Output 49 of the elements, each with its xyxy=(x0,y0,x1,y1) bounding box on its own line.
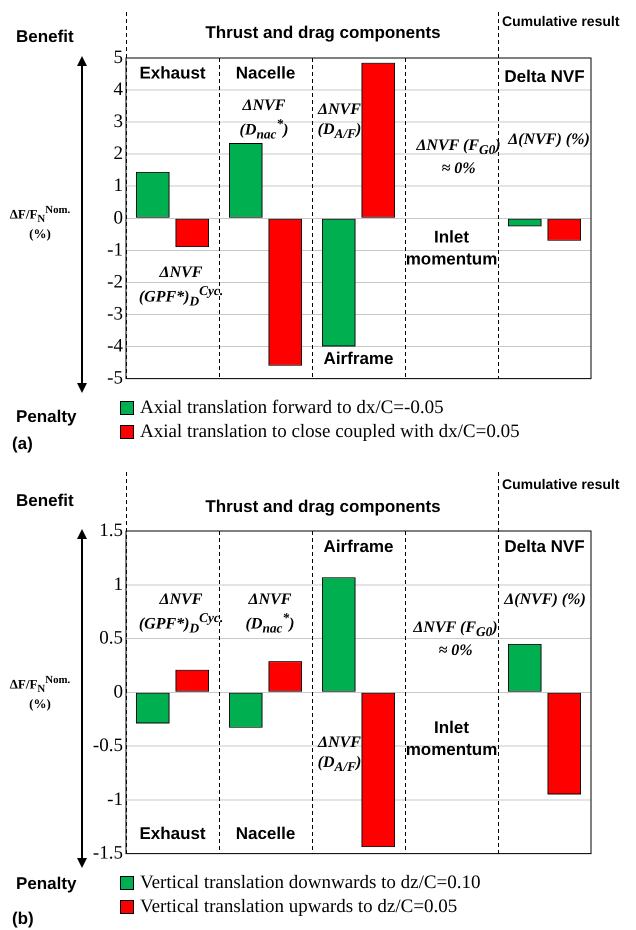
legend-label: Vertical translation downwards to dz/C=0.10 xyxy=(140,872,481,894)
annotation: Δ(NVF) (%) xyxy=(506,130,591,150)
text: Penalty xyxy=(16,873,78,894)
x-tick-label: Nacelle xyxy=(236,824,296,843)
text: Cumulative result xyxy=(502,13,620,30)
annotation: Δ(NVF) (%) xyxy=(502,590,587,610)
text: ΔNVF (F$_{G0}$) ≈ 0% xyxy=(413,619,498,659)
y-tick-label: -3 xyxy=(107,303,123,324)
annotation: ΔNVF (D$_{A/F}$) xyxy=(316,733,362,776)
annotation: ΔNVF (D$_{nac}$$^{*}$) xyxy=(238,96,290,144)
y-tick-label: 2 xyxy=(114,143,123,164)
y-tick-label: 5 xyxy=(114,46,123,68)
y-tick-label: -4 xyxy=(107,336,124,357)
y-tick-label: 1 xyxy=(114,175,123,196)
text: (a) xyxy=(12,433,34,454)
text: Benefit xyxy=(16,490,75,512)
x-tick-label: Airframe xyxy=(324,349,394,368)
y-tick-label: -1.5 xyxy=(92,842,123,864)
y-tick-label: -2 xyxy=(107,271,123,292)
text: Benefit xyxy=(16,26,75,48)
x-tick-label: Exhaust xyxy=(139,824,206,843)
legend-label: Axial translation forward to dx/C=-0.05 xyxy=(140,397,444,419)
y-tick-label: 1 xyxy=(114,574,123,595)
text: Thrust and drag components xyxy=(204,496,442,518)
annotation: ΔNVF (D$_{A/F}$) xyxy=(316,100,362,143)
y-tick-label: -5 xyxy=(107,368,123,389)
annotation: ΔNVF (D$_{nac}$$^{*}$) xyxy=(244,590,296,638)
legend-label: Axial translation to close coupled with dx/C=0.05 xyxy=(140,421,520,443)
y-tick-label: 4 xyxy=(114,79,124,100)
x-tick-label: Nacelle xyxy=(236,64,296,83)
text: Penalty xyxy=(16,406,78,428)
x-tick-label: Airframe xyxy=(324,536,394,556)
x-tick-label: Delta NVF xyxy=(504,66,585,86)
y-tick-label: -1 xyxy=(107,788,123,810)
y-tick-label: -1 xyxy=(107,239,123,260)
y-tick-label: 0 xyxy=(114,681,123,702)
text: Cumulative result xyxy=(502,476,620,494)
x-tick-label: Inlet momentum xyxy=(406,228,498,269)
y-tick-label: 0 xyxy=(114,207,123,228)
x-tick-label: Exhaust xyxy=(139,64,206,83)
text: (b) xyxy=(12,908,35,930)
y-tick-label: 0.5 xyxy=(99,628,123,649)
x-tick-label: Inlet momentum xyxy=(406,718,498,760)
x-tick-label: Delta NVF xyxy=(504,536,585,556)
y-tick-label: -0.5 xyxy=(92,735,123,756)
text: Thrust and drag components xyxy=(204,22,442,44)
legend-label: Vertical translation upwards to dz/C=0.05 xyxy=(140,896,458,918)
y-tick-label: 1.5 xyxy=(99,520,123,541)
y-tick-label: 3 xyxy=(114,111,123,132)
